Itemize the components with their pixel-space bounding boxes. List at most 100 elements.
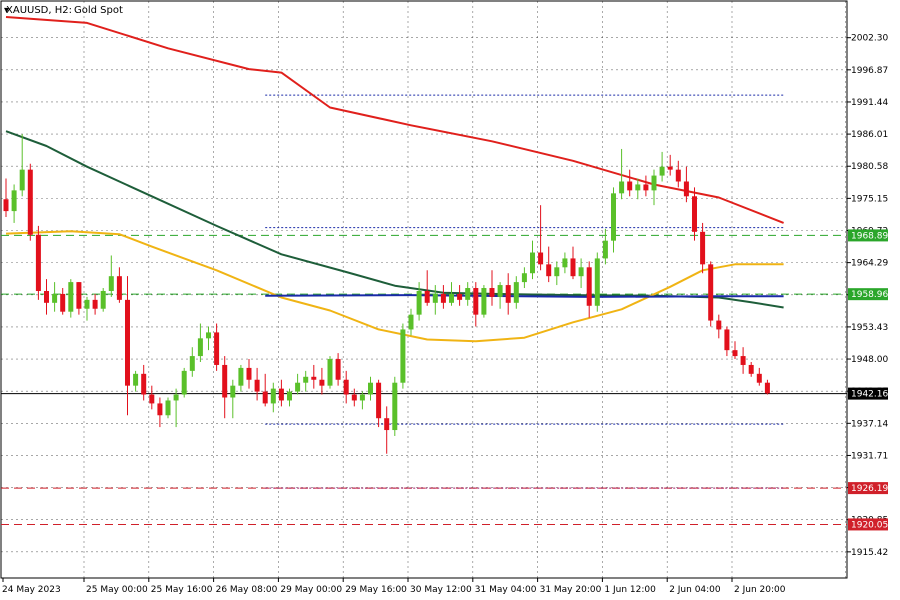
price-tag: 1968.89: [848, 229, 888, 242]
candle-body: [538, 252, 544, 265]
candle-body: [149, 394, 155, 404]
candle: [125, 276, 130, 416]
candle-body: [594, 258, 600, 306]
price-tag-box: [848, 482, 888, 495]
x-tick-label: 29 May 16:00: [345, 585, 407, 595]
candle: [157, 397, 163, 428]
x-tick-label: 30 May 12:00: [410, 585, 472, 595]
candle: [659, 151, 665, 182]
moving-averages: [5, 16, 784, 343]
price-tag-label: 1958.96: [851, 290, 888, 300]
candle-body: [546, 264, 552, 277]
candle-body: [76, 282, 82, 309]
x-tick-label: 29 May 00:00: [280, 585, 342, 595]
y-tick-label: 1980.58: [851, 162, 888, 172]
candle-body: [392, 382, 398, 431]
candle-body: [700, 231, 706, 265]
candle-body: [756, 373, 762, 383]
candle-body: [408, 314, 414, 330]
candle: [683, 166, 689, 203]
candle-body: [141, 373, 147, 395]
candle: [270, 382, 276, 413]
candle-body: [68, 282, 74, 312]
candle-body: [651, 175, 657, 191]
y-tick-label: 2002.30: [851, 34, 888, 44]
candle-body: [278, 388, 284, 401]
candle: [173, 388, 179, 428]
candle-body: [173, 394, 179, 401]
x-tick-label: 24 May 2023: [2, 585, 61, 595]
candle: [424, 270, 430, 306]
candle-body: [708, 264, 714, 321]
y-tick-label: 1953.43: [851, 323, 888, 333]
candle-body: [724, 329, 730, 351]
candle: [68, 279, 74, 318]
candle-body: [287, 391, 292, 401]
price-tag: 1942.16: [848, 387, 888, 400]
candle: [376, 379, 382, 428]
candle-body: [295, 382, 301, 392]
candle: [343, 370, 349, 404]
candle: [262, 373, 268, 407]
candle-body: [659, 166, 665, 176]
y-tick-label: 1991.44: [851, 98, 888, 108]
candle: [756, 367, 762, 386]
candle-body: [27, 169, 33, 235]
candle: [432, 285, 438, 315]
candle: [27, 163, 33, 241]
y-tick-label: 1931.71: [851, 451, 888, 461]
candle: [84, 296, 90, 321]
candle: [35, 225, 41, 300]
candle-body: [222, 364, 228, 398]
candle: [570, 246, 576, 280]
candle: [311, 364, 317, 389]
candle-body: [92, 299, 98, 309]
candle-body: [116, 276, 122, 300]
candle: [189, 347, 195, 377]
candle-body: [667, 166, 673, 170]
candle-body: [311, 376, 317, 380]
candle-body: [238, 367, 244, 386]
candle: [319, 367, 325, 395]
candle-body: [457, 293, 463, 300]
candle: [489, 270, 495, 306]
candle: [594, 252, 600, 312]
candle: [619, 148, 625, 200]
candle: [586, 261, 592, 318]
candle-body: [368, 382, 373, 395]
candle-body: [343, 379, 349, 395]
candle: [238, 364, 244, 392]
candle: [100, 288, 106, 312]
candle: [392, 376, 398, 436]
candle: [278, 379, 284, 407]
candle-body: [384, 418, 390, 431]
candle: [11, 184, 17, 223]
candle: [562, 252, 568, 274]
candle: [295, 373, 301, 395]
candle: [635, 178, 641, 200]
y-tick-label: 1937.14: [851, 419, 888, 429]
time-axis[interactable]: 24 May 2023 25 May 00:00 25 May 16:00 26 Ma…: [2, 578, 786, 595]
candle-body: [359, 394, 365, 401]
price-tag-box: [848, 288, 888, 301]
x-tick-label: 31 May 20:00: [540, 585, 602, 595]
price-tag-box: [848, 518, 888, 531]
candle: [351, 388, 357, 407]
candle: [287, 388, 292, 407]
candle-body: [740, 356, 746, 365]
y-tick-label: 1915.42: [851, 548, 888, 558]
candle: [19, 134, 25, 197]
candle-body: [432, 293, 438, 303]
price-tag-label: 1968.89: [851, 231, 888, 241]
candle-body: [732, 350, 738, 357]
candle: [667, 154, 673, 176]
candle: [457, 285, 463, 306]
candle-body: [530, 252, 535, 274]
price-tag-box: [848, 387, 888, 400]
candle-body: [100, 290, 106, 309]
price-tag-label: 1942.16: [851, 390, 888, 400]
candle-body: [214, 332, 220, 365]
candle: [408, 308, 414, 336]
candle-body: [692, 196, 697, 232]
